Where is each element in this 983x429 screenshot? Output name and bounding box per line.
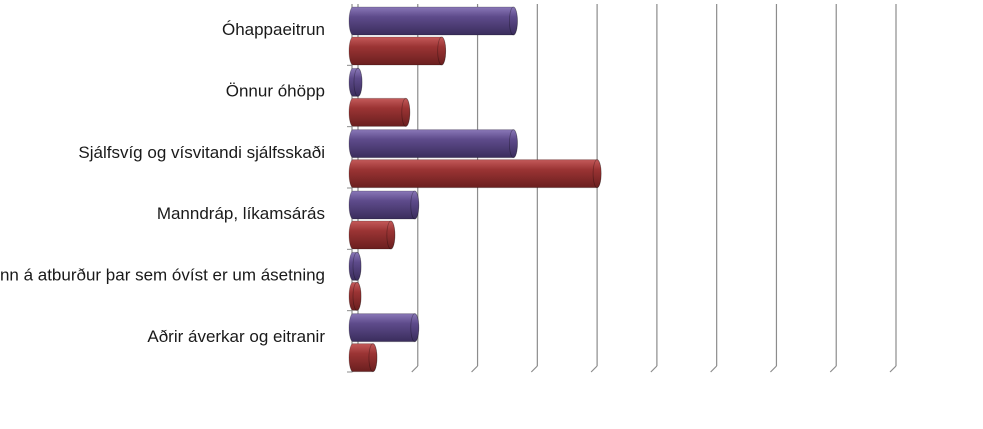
bar <box>348 343 378 373</box>
category-label: Önnur óhöpp <box>226 81 325 100</box>
category-label: Sjálfsvíg og vísvitandi sjálfsskaði <box>78 143 325 162</box>
category-labels: Óhappaeitrun Önnur óhöpp Sjálfsvíg og vísv… <box>0 20 325 346</box>
bars <box>348 6 602 373</box>
grid-line-floor <box>889 365 897 373</box>
bar <box>348 159 602 189</box>
grid-line-floor <box>590 365 598 373</box>
bar <box>348 190 420 220</box>
grid-line-floor <box>411 365 419 373</box>
bar <box>348 313 420 343</box>
category-label: Aðrir áverkar og eitranir <box>147 327 325 346</box>
bar <box>348 281 362 311</box>
bar <box>348 67 363 97</box>
grid-line-floor <box>710 365 718 373</box>
grid-line-floor <box>770 365 777 373</box>
bar <box>348 220 396 250</box>
grid-line-floor <box>650 365 658 373</box>
category-label: Manndráp, líkamsárás <box>157 204 325 223</box>
grid-line-floor <box>471 365 478 373</box>
category-label: Áverki, tilkominn á atburður þar sem óví… <box>0 265 325 284</box>
bar <box>348 251 362 281</box>
grid-line-floor <box>530 365 538 373</box>
bar <box>348 6 518 36</box>
bar <box>348 129 518 159</box>
bar <box>348 36 447 66</box>
grid-line-floor <box>829 365 837 373</box>
category-label: Óhappaeitrun <box>222 20 325 39</box>
bar <box>348 97 411 127</box>
